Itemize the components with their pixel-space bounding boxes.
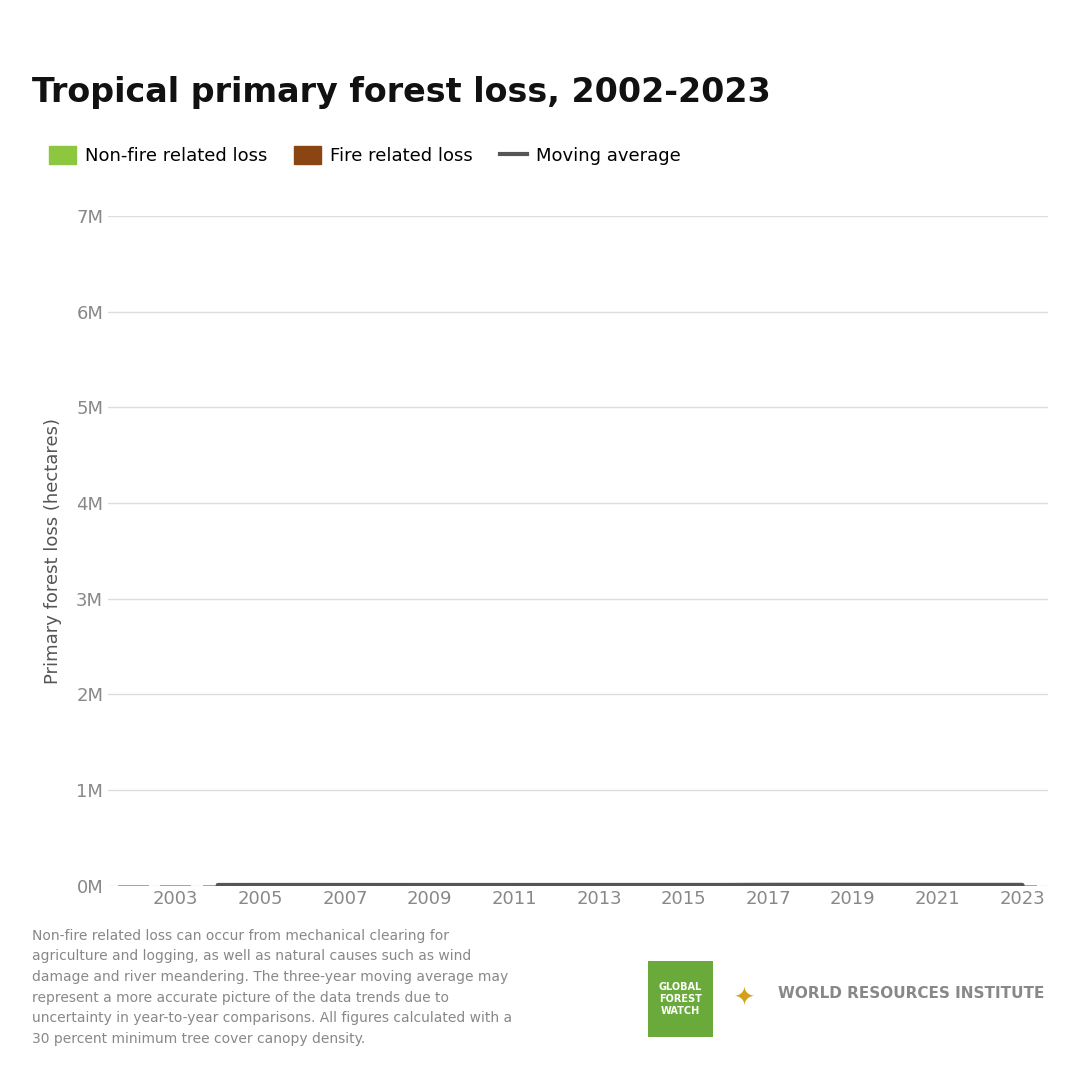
Text: GLOBAL
FOREST
WATCH: GLOBAL FOREST WATCH: [659, 983, 702, 1015]
Text: Non-fire related loss can occur from mechanical clearing for
agriculture and log: Non-fire related loss can occur from mec…: [32, 929, 513, 1045]
Text: Tropical primary forest loss, 2002-2023: Tropical primary forest loss, 2002-2023: [32, 76, 771, 109]
Text: ✦: ✦: [734, 987, 755, 1011]
Legend: Non-fire related loss, Fire related loss, Moving average: Non-fire related loss, Fire related loss…: [41, 138, 688, 173]
Y-axis label: Primary forest loss (hectares): Primary forest loss (hectares): [44, 418, 63, 684]
Text: WORLD RESOURCES INSTITUTE: WORLD RESOURCES INSTITUTE: [778, 986, 1044, 1001]
